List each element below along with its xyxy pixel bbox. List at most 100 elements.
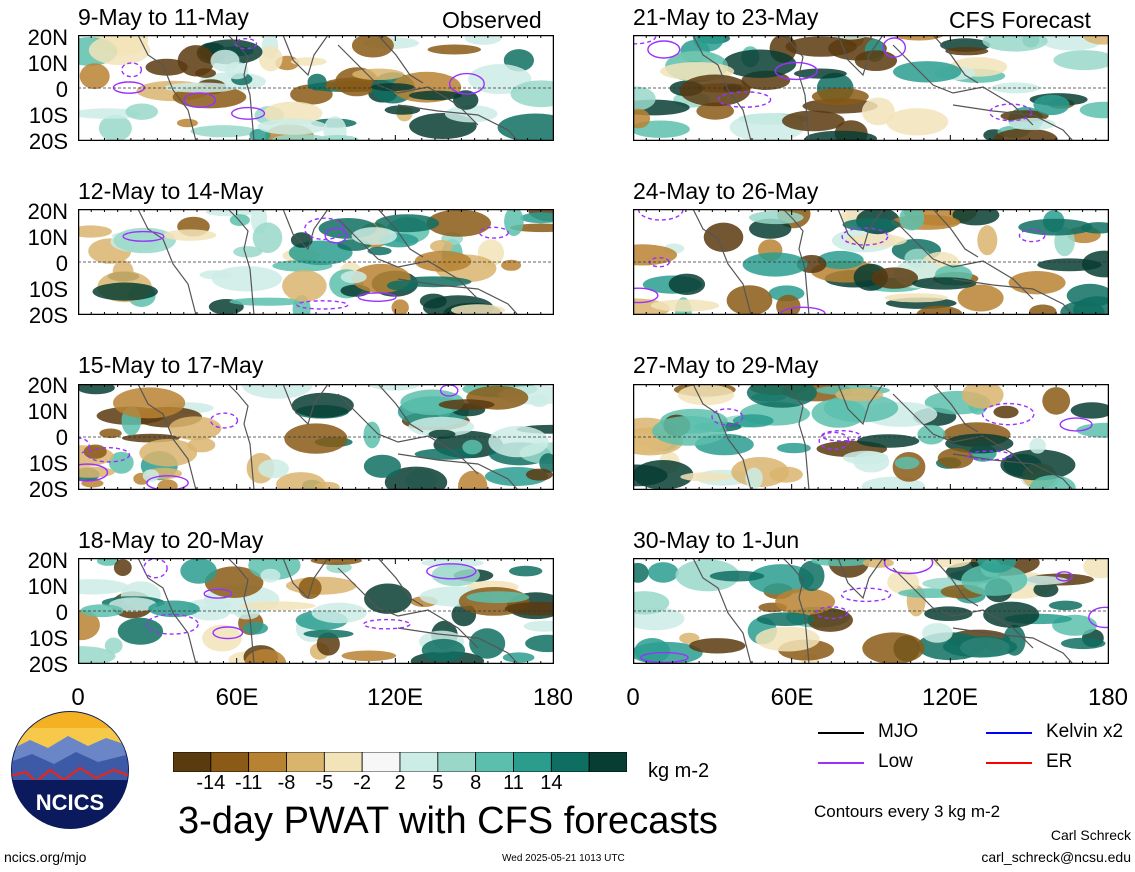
- pwat-anomaly-blob: [98, 114, 132, 141]
- colorbar-tick-label: -11: [234, 772, 263, 794]
- panel-title: 30-May to 1-Jun: [633, 527, 800, 553]
- pwat-anomaly-blob: [384, 466, 448, 490]
- pwat-anomaly-blob: [893, 61, 962, 83]
- lat-label: 10S: [28, 626, 68, 651]
- pwat-anomaly-blob: [409, 90, 462, 101]
- pwat-anomaly-blob: [163, 229, 217, 241]
- panel-title: 12-May to 14-May: [78, 178, 264, 204]
- lat-label: 20S: [28, 129, 68, 154]
- pwat-anomaly-blob: [78, 384, 115, 395]
- website: ncics.org/mjo: [4, 849, 87, 865]
- colorbar-swatch: [588, 752, 627, 772]
- pwat-anomaly-blob: [92, 282, 158, 301]
- coastline: [337, 44, 479, 126]
- pwat-anomaly-blob: [421, 638, 466, 662]
- coastline: [377, 35, 424, 84]
- author: Carl Schreck: [1050, 827, 1131, 843]
- legend-label-mjo: MJO: [878, 721, 919, 742]
- coastline: [137, 209, 197, 315]
- pwat-anomaly-blob: [709, 570, 765, 582]
- pwat-anomaly-blob: [363, 454, 401, 478]
- lat-label: 10S: [28, 103, 68, 128]
- pwat-anomaly-blob: [993, 128, 1058, 141]
- logo-text: NCICS: [36, 790, 104, 815]
- pwat-anomaly-blob: [1000, 449, 1076, 481]
- pwat-anomaly-blob: [942, 636, 1018, 658]
- coastline: [782, 558, 810, 664]
- pwat-anomaly-blob: [742, 252, 808, 277]
- pwat-anomaly-blob: [311, 602, 367, 624]
- lat-label: 20S: [28, 477, 68, 502]
- low-contour: [231, 106, 266, 120]
- legend-line-mjo: [818, 732, 864, 734]
- colorbar-tick-label: -14: [196, 772, 226, 794]
- pwat-anomaly-blob: [125, 103, 159, 120]
- pwat-anomaly-blob: [501, 259, 522, 271]
- coastline: [837, 35, 884, 77]
- coastline: [932, 558, 979, 607]
- pwat-anomaly-blob: [258, 459, 289, 479]
- low-contour: [1059, 417, 1093, 432]
- pwat-anomaly-blob: [204, 566, 264, 598]
- pwat-anomaly-blob: [351, 227, 397, 245]
- lat-label: 0: [55, 77, 68, 102]
- pwat-anomaly-blob: [414, 250, 472, 272]
- pwat-anomaly-blob: [502, 652, 535, 663]
- coastline: [397, 278, 519, 315]
- coastline: [782, 35, 810, 141]
- pwat-anomaly-blob: [364, 583, 412, 614]
- pwat-anomaly-blob: [458, 470, 488, 490]
- low-contour: [841, 227, 889, 246]
- colorbar-swatch: [475, 752, 514, 772]
- coastline: [837, 209, 884, 251]
- pwat-anomaly-blob: [276, 472, 326, 490]
- coastline: [377, 384, 424, 433]
- low-contour: [210, 412, 239, 429]
- pwat-anomaly-blob: [229, 214, 250, 226]
- pwat-anomaly-blob: [696, 102, 734, 120]
- lat-label: 10S: [28, 277, 68, 302]
- colorbar-tick-label: 14: [540, 772, 563, 794]
- observed-label: Observed: [442, 7, 542, 33]
- coastline: [932, 35, 979, 84]
- coastline: [397, 453, 519, 490]
- coastline: [782, 209, 810, 315]
- pwat-anomaly-blob: [298, 577, 322, 599]
- pwat-anomaly-blob: [290, 57, 327, 66]
- pwat-anomaly-blob: [633, 562, 649, 583]
- pwat-anomaly-blob: [952, 209, 1000, 226]
- pwat-anomaly-blob: [722, 49, 797, 78]
- pwat-anomaly-blob: [679, 632, 700, 644]
- colorbar-swatch: [550, 752, 590, 772]
- pwat-anomaly-blob: [104, 637, 123, 654]
- pwat-anomaly-blob: [539, 453, 554, 473]
- colorbar-tick-label: -2: [353, 772, 372, 794]
- colorbar-swatch: [286, 752, 325, 772]
- low-contour: [303, 217, 345, 241]
- pwat-anomaly-blob: [871, 267, 919, 289]
- panel-title: 27-May to 29-May: [633, 352, 819, 378]
- pwat-anomaly-blob: [83, 444, 107, 459]
- pwat-anomaly-blob: [633, 460, 694, 490]
- coastline: [892, 567, 1034, 649]
- pwat-anomaly-blob: [451, 304, 505, 315]
- low-contour: [448, 72, 485, 95]
- colorbar-swatch: [173, 752, 212, 772]
- pwat-anomaly-blob: [1048, 600, 1083, 611]
- low-contour: [640, 651, 689, 664]
- pwat-anomaly-blob: [190, 125, 257, 138]
- pwat-anomaly-blob: [428, 429, 456, 439]
- low-contour: [966, 450, 1013, 461]
- coastline: [282, 558, 329, 600]
- pwat-anomaly-blob: [244, 649, 287, 664]
- pwat-anomaly-blob: [1053, 50, 1109, 71]
- pwat-anomaly-blob: [887, 570, 920, 594]
- low-contour: [212, 626, 244, 640]
- low-contour: [818, 431, 850, 450]
- coastline: [397, 104, 519, 141]
- pwat-anomaly-blob: [982, 35, 1048, 52]
- pwat-anomaly-blob: [633, 591, 670, 615]
- pwat-anomaly-blob: [794, 68, 847, 79]
- low-contour: [883, 558, 934, 575]
- pwat-anomaly-blob: [647, 562, 679, 583]
